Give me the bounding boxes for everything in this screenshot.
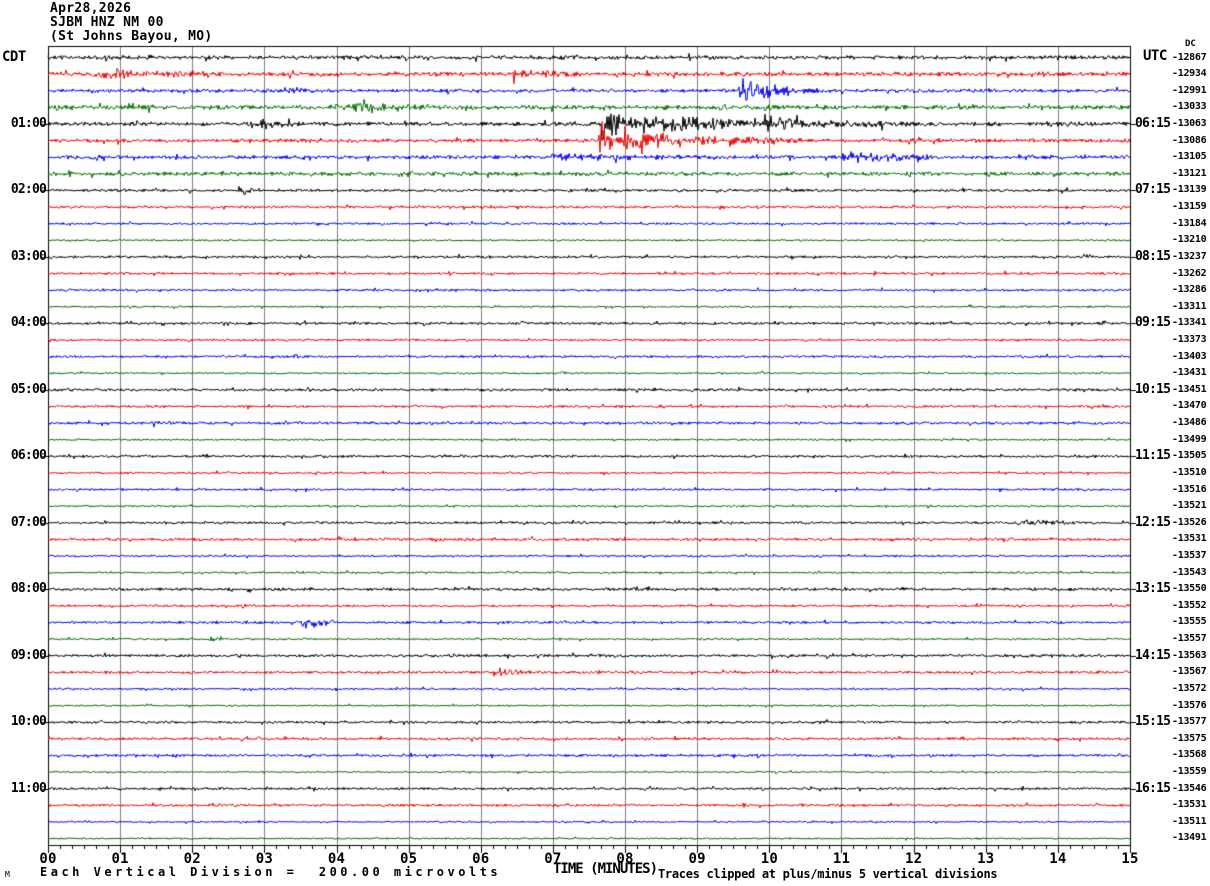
- dc-value-label: -13121: [1172, 167, 1207, 179]
- minute-label: 05: [400, 851, 418, 867]
- scale-note: Each Vertical Division = 200.00 microvol…: [40, 865, 502, 879]
- dc-value-label: -13311: [1172, 300, 1207, 312]
- cdt-hour-label: 02:00: [10, 182, 47, 198]
- utc-hour-label: 06:15: [1135, 115, 1171, 131]
- dc-value-label: -13543: [1172, 566, 1207, 578]
- dc-value-label: -13567: [1172, 666, 1207, 678]
- dc-value-label: -13451: [1172, 383, 1207, 395]
- dc-value-label: -13511: [1172, 815, 1207, 827]
- cdt-hour-label: 05:00: [10, 381, 47, 397]
- dc-value-label: -13499: [1172, 433, 1207, 445]
- dc-value-label: -13559: [1172, 766, 1207, 778]
- dc-value-label: -13576: [1172, 699, 1207, 711]
- minute-label: 07: [544, 851, 562, 867]
- minute-label: 11: [832, 851, 851, 867]
- utc-hour-label: 07:15: [1135, 182, 1171, 198]
- dc-value-label: -13552: [1172, 599, 1207, 611]
- dc-value-label: -13033: [1172, 101, 1207, 113]
- clip-note: Traces clipped at plus/minus 5 vertical …: [658, 867, 998, 881]
- utc-hour-label: 12:15: [1135, 514, 1171, 530]
- utc-hour-label: 15:15: [1135, 714, 1171, 730]
- dc-value-label: -13516: [1172, 483, 1207, 495]
- dc-value-label: -13486: [1172, 417, 1207, 429]
- utc-hour-label: 16:15: [1135, 780, 1171, 796]
- minute-label: 04: [327, 851, 346, 867]
- utc-hour-label: 14:15: [1135, 647, 1171, 663]
- cdt-hour-label: 03:00: [10, 248, 47, 264]
- x-axis-title: TIME (MINUTES): [553, 861, 658, 877]
- dc-value-label: -13341: [1172, 317, 1207, 329]
- minute-label: 15: [1121, 851, 1139, 867]
- cdt-hour-label: 09:00: [10, 647, 47, 663]
- minute-label: 14: [1049, 851, 1067, 867]
- cdt-hour-label: 08:00: [10, 581, 47, 597]
- dc-value-label: -13505: [1172, 450, 1207, 462]
- dc-value-label: -12934: [1172, 68, 1207, 80]
- minute-label: 06: [472, 851, 490, 867]
- dc-header-label: DC: [1185, 39, 1196, 49]
- dc-value-label: -12867: [1172, 51, 1207, 63]
- dc-value-label: -13568: [1172, 749, 1207, 761]
- cdt-hour-label: 07:00: [10, 514, 47, 530]
- dc-value-label: -13577: [1172, 716, 1207, 728]
- cdt-zone-label: CDT: [2, 49, 26, 65]
- dc-value-label: -13521: [1172, 500, 1207, 512]
- minute-label: 09: [688, 851, 706, 867]
- dc-value-label: -13575: [1172, 732, 1207, 744]
- title-station: SJBM HNZ NM 00: [50, 15, 164, 30]
- dc-value-label: -13546: [1172, 782, 1207, 794]
- minute-label: 00: [39, 851, 57, 867]
- dc-value-label: -13403: [1172, 350, 1207, 362]
- dc-value-label: -13237: [1172, 250, 1207, 262]
- dc-value-label: -13431: [1172, 367, 1207, 379]
- dc-value-label: -13139: [1172, 184, 1207, 196]
- dc-value-label: -13210: [1172, 234, 1207, 246]
- cdt-hour-label: 11:00: [10, 780, 47, 796]
- cdt-hour-label: 10:00: [10, 714, 47, 730]
- utc-hour-label: 10:15: [1135, 381, 1171, 397]
- cdt-hour-label: 06:00: [10, 448, 47, 464]
- watermark: M: [5, 870, 10, 879]
- minute-label: 01: [111, 851, 129, 867]
- dc-value-label: -13531: [1172, 533, 1207, 545]
- minute-label: 03: [255, 851, 274, 867]
- utc-hour-label: 09:15: [1135, 315, 1171, 331]
- dc-value-label: -13526: [1172, 516, 1207, 528]
- minute-label: 08: [616, 851, 634, 867]
- dc-value-label: -13159: [1172, 201, 1207, 213]
- dc-value-label: -13286: [1172, 284, 1207, 296]
- cdt-hour-label: 01:00: [10, 115, 47, 131]
- dc-value-label: -13555: [1172, 616, 1207, 628]
- dc-value-label: -13063: [1172, 117, 1207, 129]
- utc-zone-label: UTC: [1143, 48, 1167, 64]
- dc-value-label: -13184: [1172, 217, 1207, 229]
- title-location: (St Johns Bayou, MO): [50, 29, 213, 44]
- utc-hour-label: 11:15: [1135, 448, 1171, 464]
- dc-value-label: -13491: [1172, 832, 1207, 844]
- minute-label: 02: [183, 851, 201, 867]
- dc-value-label: -13373: [1172, 333, 1207, 345]
- minute-label: 13: [977, 851, 995, 867]
- dc-value-label: -13563: [1172, 649, 1207, 661]
- dc-value-label: -13537: [1172, 550, 1207, 561]
- dc-value-label: -13550: [1172, 583, 1207, 595]
- title-date: Apr28,2026: [50, 1, 132, 16]
- dc-value-label: -13531: [1172, 799, 1207, 811]
- dc-value-label: -13105: [1172, 151, 1207, 163]
- dc-value-label: -13572: [1172, 682, 1207, 694]
- dc-value-label: -13262: [1172, 267, 1207, 279]
- minute-label: 10: [760, 851, 778, 867]
- cdt-hour-label: 04:00: [10, 315, 47, 331]
- minute-label: 12: [904, 851, 923, 867]
- dc-value-label: -13557: [1172, 633, 1207, 645]
- dc-value-label: -13086: [1172, 134, 1207, 146]
- utc-hour-label: 13:15: [1135, 581, 1171, 597]
- utc-hour-label: 08:15: [1135, 248, 1171, 264]
- dc-value-label: -13510: [1172, 466, 1207, 478]
- dc-value-label: -12991: [1172, 84, 1207, 96]
- dc-value-label: -13470: [1172, 400, 1207, 412]
